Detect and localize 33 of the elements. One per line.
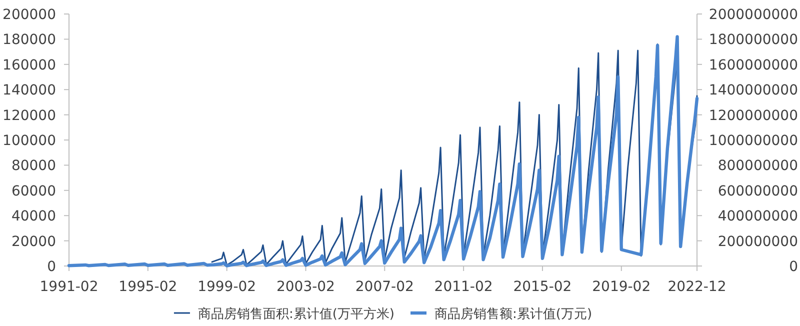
x-tick-label: 1991-02 — [40, 279, 98, 295]
y-tick-label: 180000 — [2, 32, 56, 48]
legend-label: 商品房销售额:累计值(万元) — [434, 306, 592, 322]
y-tick-label: 40000 — [11, 208, 56, 225]
y-tick-label: 80000 — [11, 158, 56, 174]
x-tick-label: 2022-12 — [668, 279, 726, 295]
x-tick-label: 1999-02 — [198, 279, 256, 295]
y2-tick-label: 800000000 — [718, 158, 798, 174]
y2-tick-label: 1600000000 — [708, 57, 798, 74]
x-tick-label: 2019-02 — [592, 279, 651, 295]
x-tick-label: 1995-02 — [118, 279, 178, 295]
y-tick-label: 60000 — [11, 183, 56, 200]
y2-tick-label: 1000000000 — [708, 133, 798, 149]
y-tick-label: 120000 — [2, 108, 56, 124]
y-tick-label: 140000 — [2, 82, 56, 99]
y2-tick-label: 1400000000 — [708, 82, 798, 99]
y-tick-label: 20000 — [11, 234, 56, 250]
x-tick-label: 2015-02 — [513, 279, 572, 295]
y2-tick-label: 0 — [789, 259, 798, 275]
y2-tick-label: 600000000 — [718, 183, 798, 200]
x-tick-label: 2003-02 — [276, 279, 335, 295]
x-tick-label: 2007-02 — [355, 279, 414, 295]
x-tick-label: 2011-02 — [434, 279, 493, 295]
y2-tick-label: 1800000000 — [708, 32, 798, 48]
y-tick-label: 200000 — [2, 7, 56, 23]
y2-tick-label: 2000000000 — [708, 7, 798, 23]
y2-tick-label: 1200000000 — [708, 108, 798, 124]
y2-tick-label: 200000000 — [718, 234, 798, 250]
legend-label: 商品房销售面积:累计值(万平方米) — [198, 306, 394, 322]
y-tick-label: 100000 — [2, 133, 56, 149]
y-tick-label: 160000 — [2, 57, 56, 74]
y-tick-label: 0 — [47, 259, 56, 275]
y2-tick-label: 400000000 — [718, 208, 798, 225]
